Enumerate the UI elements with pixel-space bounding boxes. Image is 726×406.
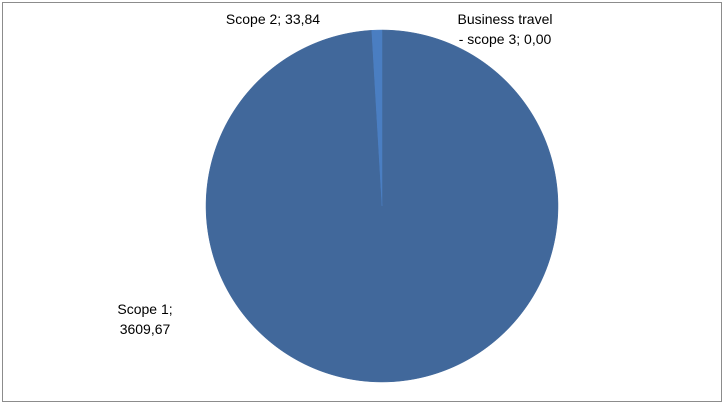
data-label-line: Scope 2; 33,84 <box>226 11 320 27</box>
data-labels: Scope 1; 3609,67 Scope 2; 33,84 Business tr… <box>117 11 552 337</box>
pie-slice-scope-2[interactable] <box>371 29 383 207</box>
data-label-line: Scope 1; <box>117 301 172 317</box>
data-label-scope-1: Scope 1; 3609,67 <box>117 301 172 337</box>
data-label-line: - scope 3; 0,00 <box>459 31 552 47</box>
data-label-line: Business travel <box>458 11 553 27</box>
data-label-scope-2: Scope 2; 33,84 <box>226 11 320 27</box>
pie-slices <box>205 29 559 383</box>
pie-chart: Scope 1; 3609,67 Scope 2; 33,84 Business tr… <box>117 11 559 383</box>
chart-area: Scope 1; 3609,67 Scope 2; 33,84 Business tr… <box>2 2 722 402</box>
data-label-line: 3609,67 <box>120 321 171 337</box>
data-label-business-travel-scope-3: Business travel - scope 3; 0,00 <box>458 11 553 47</box>
